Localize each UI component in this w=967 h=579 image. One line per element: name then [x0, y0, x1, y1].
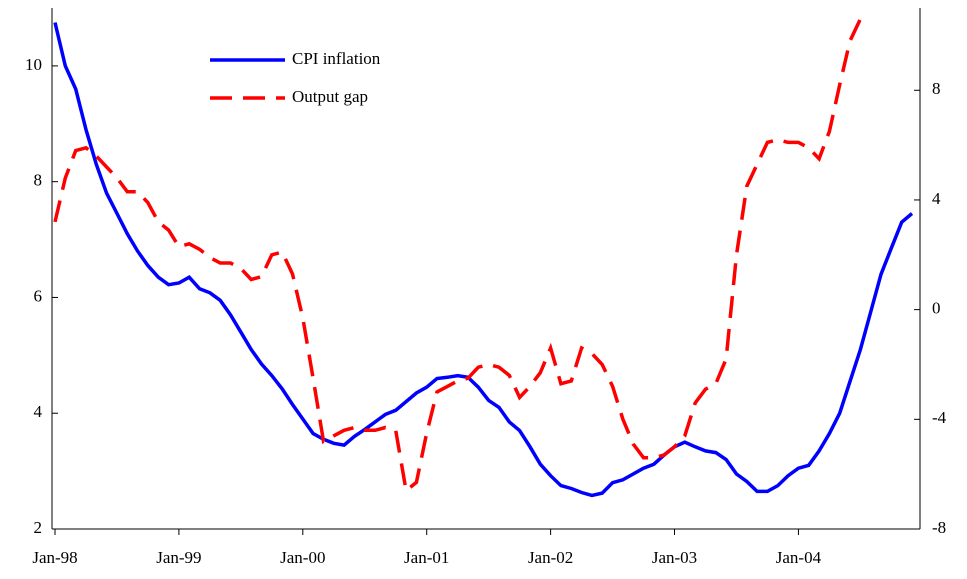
x-tick-label: Jan-02 — [528, 548, 573, 567]
series-line — [53, 22, 914, 498]
x-tick-label: Jan-03 — [652, 548, 697, 567]
y-tick-label: 8 — [34, 171, 43, 190]
y-tick-label: 4 — [34, 402, 43, 421]
y2-tick-label: -8 — [932, 518, 946, 537]
y2-tick-label: 8 — [932, 79, 941, 98]
x-tick-label: Jan-01 — [404, 548, 449, 567]
y2-tick-label: 4 — [932, 189, 941, 208]
x-tick-label: Jan-04 — [776, 548, 822, 567]
y-tick-label: 6 — [34, 286, 43, 305]
y-tick-label: 2 — [34, 518, 43, 537]
legend-label: CPI inflation — [292, 49, 381, 68]
x-tick-label: Jan-00 — [280, 548, 325, 567]
y2-tick-label: -4 — [932, 408, 947, 427]
x-tick-label: Jan-98 — [32, 548, 77, 567]
series-line — [53, 18, 862, 494]
x-tick-label: Jan-99 — [156, 548, 201, 567]
legend-label: Output gap — [292, 87, 368, 106]
y2-tick-label: 0 — [932, 299, 941, 318]
y-tick-label: 10 — [25, 55, 42, 74]
